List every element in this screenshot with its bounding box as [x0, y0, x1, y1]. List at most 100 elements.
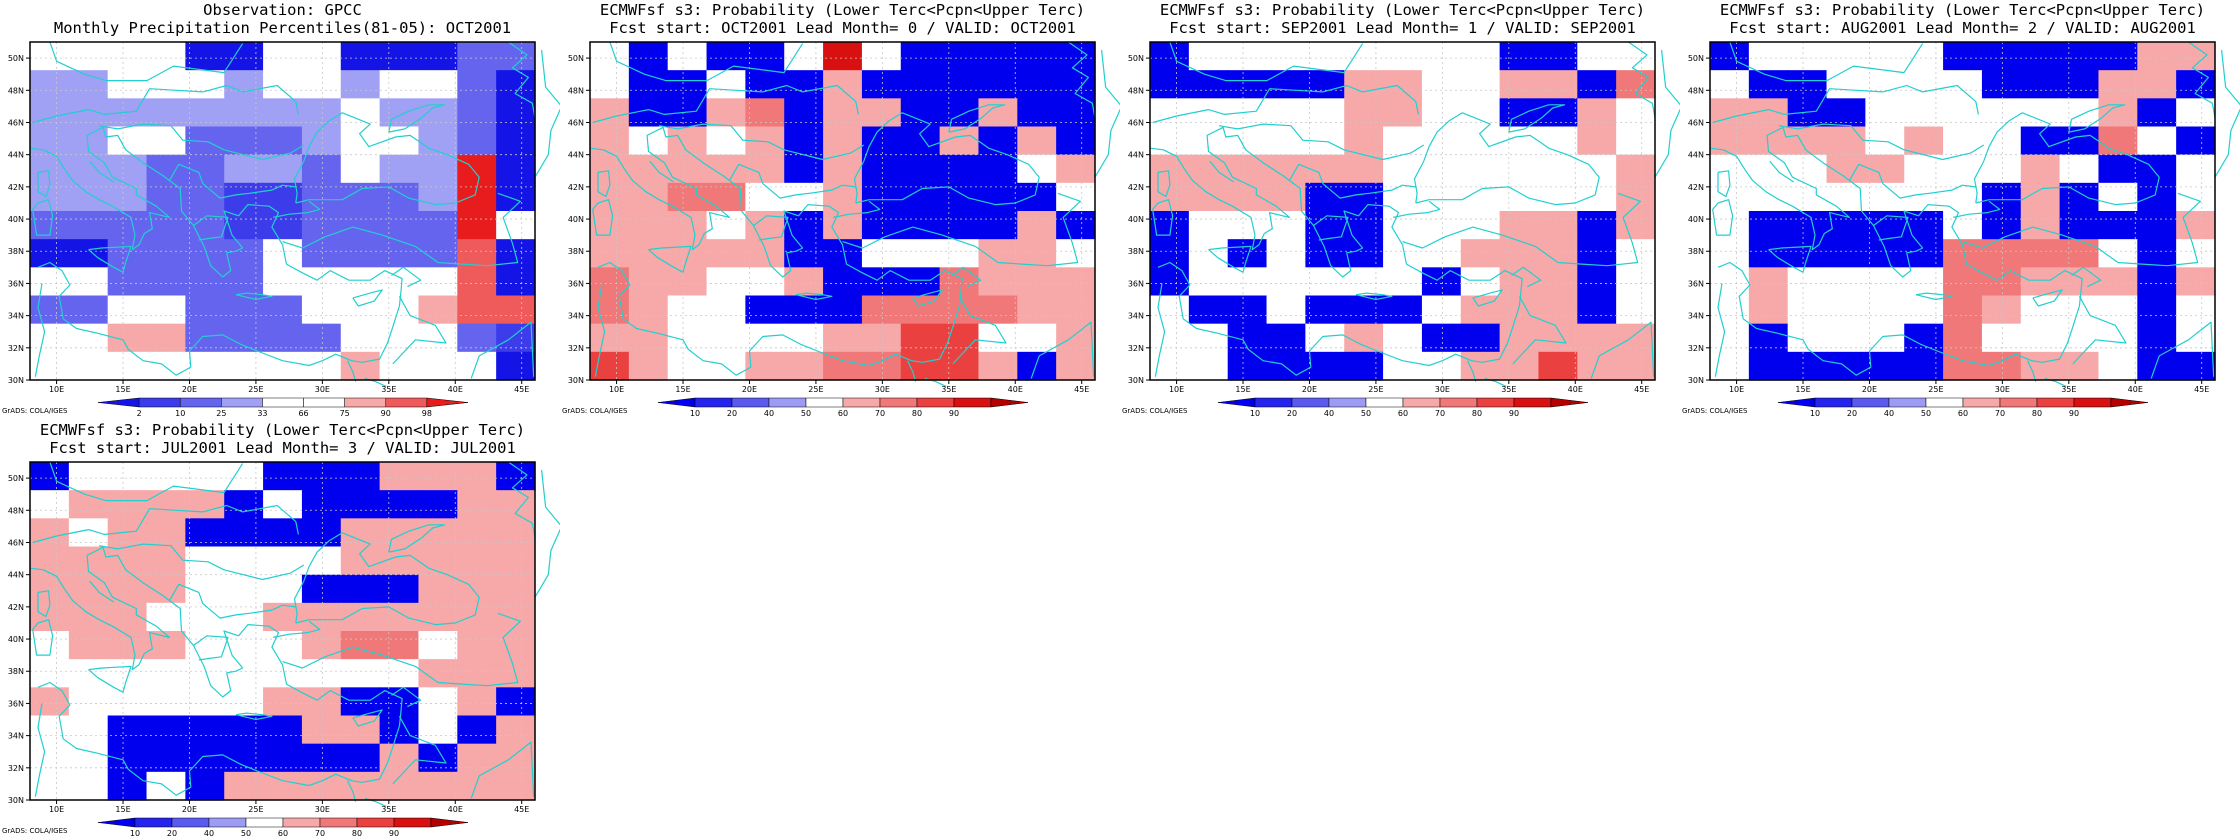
grid-cell [146, 239, 186, 268]
colorbar-segment [1851, 397, 1890, 408]
grid-cell [1710, 239, 1750, 268]
grid-cell [2098, 42, 2138, 71]
grid-cell [1865, 239, 1905, 268]
grid-cell [68, 490, 109, 519]
grid-cell [706, 126, 746, 156]
grid-cell [1150, 239, 1190, 268]
grid-cell [1616, 211, 1656, 240]
y-tick-label: 36N [568, 279, 584, 288]
grid-cell [107, 42, 148, 71]
grid-cell [379, 267, 420, 297]
map-frame [1709, 41, 2216, 381]
colorbar-label: 90 [381, 409, 391, 418]
grid-cell [1943, 154, 1983, 184]
colorbar-label: 80 [912, 409, 922, 418]
grid-cell [1577, 351, 1617, 381]
grid-cell [2020, 70, 2061, 99]
grid-cell [1383, 42, 1423, 71]
grid-cell [457, 687, 497, 717]
y-tick-label: 36N [1688, 279, 1704, 288]
grid-cell [1499, 239, 1540, 268]
grid-cell [1305, 239, 1345, 268]
grid-cell [457, 546, 497, 576]
coastline [32, 504, 299, 544]
coastline [833, 200, 881, 218]
grid-cell [1943, 42, 1983, 71]
grid-cell [2137, 154, 2177, 184]
colorbar-segment [1365, 397, 1404, 408]
grid-cell [1499, 42, 1540, 71]
grid-cell [2098, 211, 2138, 240]
coastline [347, 360, 357, 382]
coastline [89, 580, 115, 603]
coastline [193, 635, 229, 661]
grid-cell [301, 574, 342, 604]
grid-cell [1150, 182, 1190, 212]
coastline [88, 665, 132, 693]
x-tick-label: 10E [1169, 385, 1184, 394]
x-tick-label: 35E [941, 385, 956, 394]
x-tick-label: 20E [182, 385, 197, 394]
grid-cell [496, 631, 536, 660]
coastline [1355, 292, 1393, 301]
grid-cell [706, 351, 746, 381]
grid-cell [340, 631, 381, 660]
grid-cell [1266, 70, 1306, 99]
colorbar-segment [1777, 397, 1816, 408]
grid-cell [1538, 70, 1578, 99]
grid-cell [1904, 211, 1944, 240]
y-tick-label: 40N [1688, 215, 1704, 224]
grads-credit: GrADS: COLA/IGES [2, 827, 68, 835]
grid-cell [185, 631, 225, 660]
coastline [1768, 245, 1812, 273]
grid-cell [301, 154, 342, 184]
y-tick-label: 30N [568, 376, 584, 385]
x-tick-label: 45E [1074, 385, 1089, 394]
colorbar-segment [1888, 397, 1927, 408]
grid-cell [1538, 182, 1578, 212]
coastline [508, 41, 536, 118]
grid-cell [457, 295, 497, 325]
colorbar-segment [805, 397, 844, 408]
colorbar-segment [208, 817, 247, 828]
grid-cell [340, 490, 381, 519]
panel-title-line2: Fcst start: JUL2001 Lead Month= 3 / VALI… [49, 439, 516, 457]
grid-cell [301, 631, 342, 660]
precip-grid [1710, 42, 2216, 381]
grid-cell [2176, 351, 2216, 381]
y-tick-label: 32N [1688, 344, 1704, 353]
y-tick-label: 32N [8, 344, 24, 353]
grid-cell [900, 42, 941, 71]
grid-cell [1188, 70, 1229, 99]
grid-cell [340, 546, 381, 576]
coastline [29, 546, 403, 796]
grid-cell [301, 182, 342, 212]
grid-cell [1344, 351, 1384, 381]
grid-cell [1421, 295, 1462, 325]
grid-cell [2059, 239, 2100, 268]
grid-cell [706, 267, 746, 297]
grid-cell [301, 546, 342, 576]
grid-cell [628, 42, 669, 71]
coastline [49, 41, 244, 82]
grid-cell [667, 267, 708, 297]
grid-cell [1981, 351, 2022, 381]
grid-cell [457, 126, 497, 156]
coastline [34, 703, 46, 797]
grid-cell [457, 574, 497, 604]
coastline [1778, 123, 1985, 161]
grid-cell [784, 295, 824, 325]
coastline [273, 620, 321, 638]
grid-cell [379, 239, 420, 268]
grid-cell [1383, 154, 1423, 184]
grid-cell [418, 631, 458, 660]
grid-cell [185, 70, 225, 99]
grid-cell [978, 42, 1018, 71]
grid-cell [1460, 239, 1501, 268]
grid-cell [1981, 126, 2022, 156]
panel-title-line1: ECMWFsf s3: Probability (Lower Terc<Pcpn… [1160, 1, 1645, 19]
coastline [2027, 360, 2037, 382]
grads-credit: GrADS: COLA/IGES [562, 407, 628, 415]
grid-cell [2020, 267, 2061, 297]
colorbar-label: 90 [1509, 409, 1519, 418]
